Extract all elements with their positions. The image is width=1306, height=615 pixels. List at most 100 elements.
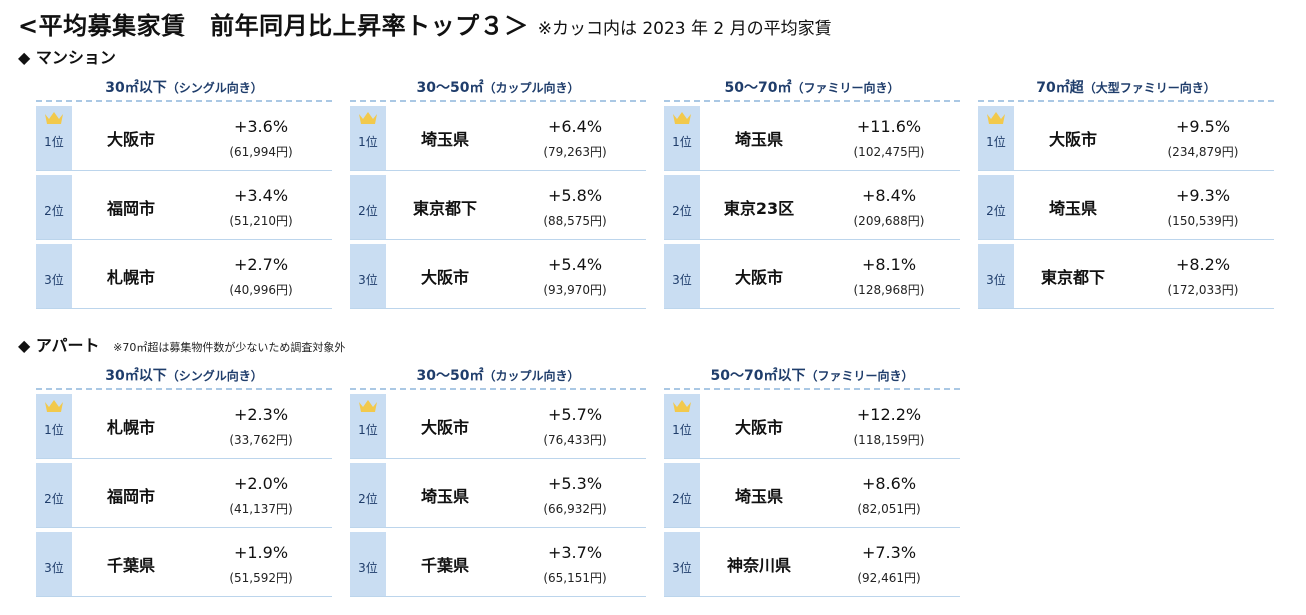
group-heading-sub: （カップル向き） — [483, 81, 580, 95]
group-heading-sub: （大型ファミリー向き） — [1083, 81, 1216, 95]
rank-cell: 3位 — [36, 532, 72, 596]
average-rent: (51,592円) — [229, 571, 293, 585]
group-heading: 30㎡以下（シングル向き） — [36, 76, 332, 102]
mansion-group-4: 70㎡超（大型ファミリー向き） 1位 大阪市 +9.5% (234,879円) 2位 埼玉県… — [978, 76, 1274, 309]
group-heading-label: 70㎡超 — [1036, 80, 1084, 96]
group-heading: 70㎡超（大型ファミリー向き） — [978, 76, 1274, 102]
rank-label: 2位 — [44, 491, 64, 506]
ranking-row: 3位 神奈川県 +7.3% (92,461円) — [664, 532, 960, 597]
area-name: 埼玉県 — [420, 487, 469, 506]
rank-cell: 3位 — [664, 244, 700, 308]
rank-cell: 1位 — [36, 394, 72, 458]
value-cell: +11.6% (102,475円) — [818, 106, 960, 170]
area-name: 千葉県 — [106, 556, 155, 575]
average-rent: (33,762円) — [229, 433, 293, 447]
mansion-heading: ◆ マンション — [18, 44, 116, 68]
rank-label: 3位 — [358, 560, 378, 575]
average-rent: (150,539円) — [1167, 214, 1239, 228]
value-cell: +8.1% (128,968円) — [818, 244, 960, 308]
increase-rate: +5.7% — [547, 405, 603, 424]
rank-label: 2位 — [672, 203, 692, 218]
increase-rate: +12.2% — [856, 405, 922, 424]
increase-rate: +8.1% — [861, 255, 917, 274]
area-name: 大阪市 — [1048, 130, 1097, 149]
apart-group-2: 30～50㎡（カップル向き） 1位 大阪市 +5.7% (76,433円) 2位 埼玉県 +5… — [350, 364, 646, 597]
average-rent: (66,932円) — [543, 502, 607, 516]
rank-cell: 2位 — [36, 463, 72, 527]
area-name: 大阪市 — [420, 418, 469, 437]
average-rent: (76,433円) — [543, 433, 607, 447]
increase-rate: +7.3% — [861, 543, 917, 562]
area-name: 大阪市 — [734, 418, 783, 437]
rank-cell: 3位 — [36, 244, 72, 308]
group-heading-sub: （カップル向き） — [483, 369, 580, 383]
value-cell: +9.3% (150,539円) — [1132, 175, 1274, 239]
group-heading-label: 30㎡以下 — [105, 368, 167, 384]
rank-label: 2位 — [672, 491, 692, 506]
average-rent: (209,688円) — [853, 214, 925, 228]
rank-cell: 1位 — [978, 106, 1014, 170]
average-rent: (93,970円) — [543, 283, 607, 297]
value-cell: +8.2% (172,033円) — [1132, 244, 1274, 308]
average-rent: (40,996円) — [229, 283, 293, 297]
rank-cell: 3位 — [664, 532, 700, 596]
average-rent: (61,994円) — [229, 145, 293, 159]
mansion-group-1: 30㎡以下（シングル向き） 1位 大阪市 +3.6% (61,994円) 2位 福岡市 +3.… — [36, 76, 332, 309]
title-note: ※カッコ内は 2023 年 2 月の平均家賃 — [537, 19, 832, 39]
ranking-row: 2位 東京23区 +8.4% (209,688円) — [664, 175, 960, 240]
ranking-row: 1位 大阪市 +9.5% (234,879円) — [978, 106, 1274, 171]
area-name: 千葉県 — [420, 556, 469, 575]
average-rent: (128,968円) — [853, 283, 925, 297]
area-name: 大阪市 — [106, 130, 155, 149]
area-name: 福岡市 — [106, 487, 155, 506]
increase-rate: +3.6% — [233, 117, 289, 136]
value-cell: +8.4% (209,688円) — [818, 175, 960, 239]
rank-cell: 1位 — [350, 394, 386, 458]
rank-cell: 1位 — [664, 394, 700, 458]
value-cell: +7.3% (92,461円) — [818, 532, 960, 596]
increase-rate: +8.6% — [861, 474, 917, 493]
ranking-row: 1位 大阪市 +12.2% (118,159円) — [664, 394, 960, 459]
average-rent: (88,575円) — [543, 214, 607, 228]
ranking-row: 3位 札幌市 +2.7% (40,996円) — [36, 244, 332, 309]
area-name: 札幌市 — [106, 268, 155, 287]
rank-label: 3位 — [986, 272, 1006, 287]
rank-label: 2位 — [358, 491, 378, 506]
rank-label: 2位 — [44, 203, 64, 218]
area-name: 神奈川県 — [726, 556, 791, 575]
ranking-row: 1位 札幌市 +2.3% (33,762円) — [36, 394, 332, 459]
increase-rate: +8.2% — [1175, 255, 1231, 274]
ranking-row: 1位 大阪市 +5.7% (76,433円) — [350, 394, 646, 459]
average-rent: (118,159円) — [853, 433, 925, 447]
ranking-row: 3位 東京都下 +8.2% (172,033円) — [978, 244, 1274, 309]
value-cell: +3.6% (61,994円) — [190, 106, 332, 170]
value-cell: +2.0% (41,137円) — [190, 463, 332, 527]
ranking-row: 2位 埼玉県 +9.3% (150,539円) — [978, 175, 1274, 240]
increase-rate: +6.4% — [547, 117, 603, 136]
value-cell: +9.5% (234,879円) — [1132, 106, 1274, 170]
increase-rate: +2.3% — [233, 405, 289, 424]
value-cell: +3.7% (65,151円) — [504, 532, 646, 596]
crown-icon — [987, 112, 1005, 124]
ranking-row: 2位 埼玉県 +8.6% (82,051円) — [664, 463, 960, 528]
group-heading-label: 50～70㎡ — [724, 80, 792, 96]
value-cell: +3.4% (51,210円) — [190, 175, 332, 239]
value-cell: +12.2% (118,159円) — [818, 394, 960, 458]
rank-label: 1位 — [358, 422, 378, 437]
group-heading: 50～70㎡以下（ファミリー向き） — [664, 364, 960, 390]
mansion-group-3: 50～70㎡（ファミリー向き） 1位 埼玉県 +11.6% (102,475円) 2位 東京… — [664, 76, 960, 309]
apart-heading-label: ◆ アパート — [18, 336, 100, 355]
average-rent: (92,461円) — [857, 571, 921, 585]
area-name: 福岡市 — [106, 199, 155, 218]
increase-rate: +2.7% — [233, 255, 289, 274]
group-heading-label: 30㎡以下 — [105, 80, 167, 96]
ranking-row: 1位 大阪市 +3.6% (61,994円) — [36, 106, 332, 171]
rank-label: 1位 — [672, 134, 692, 149]
rank-cell: 2位 — [978, 175, 1014, 239]
area-name: 札幌市 — [106, 418, 155, 437]
crown-icon — [673, 112, 691, 124]
value-cell: +5.4% (93,970円) — [504, 244, 646, 308]
rank-label: 2位 — [358, 203, 378, 218]
crown-icon — [359, 400, 377, 412]
rank-cell: 2位 — [664, 175, 700, 239]
